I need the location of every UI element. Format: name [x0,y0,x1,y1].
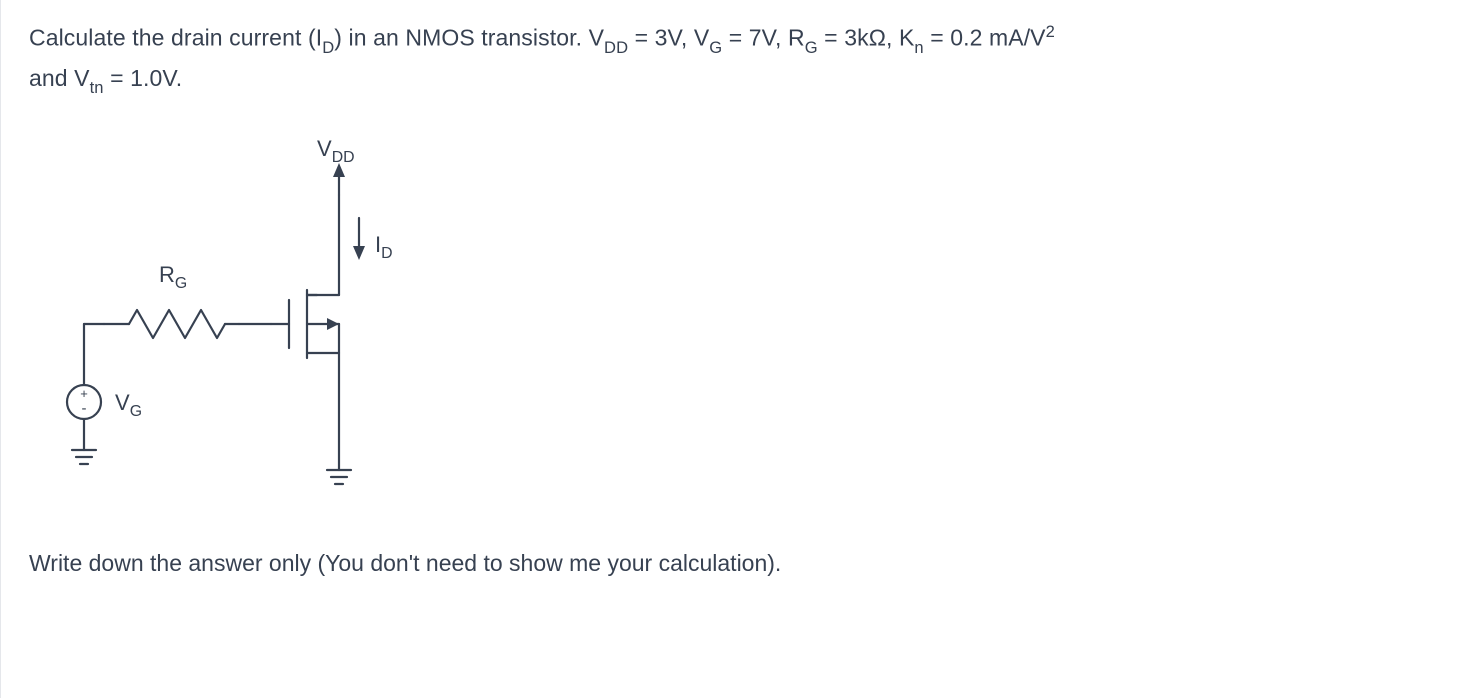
q-span: = 3V, V [628,25,709,51]
q-span: ) in an NMOS transistor. V [334,25,604,51]
q-sub-g: G [709,38,722,57]
label-id: ID [375,232,393,262]
svg-text:-: - [82,400,87,417]
lbl-sub: G [175,275,187,292]
q-span: Calculate the drain current (I [29,25,322,51]
lbl: R [159,262,175,287]
lbl-sub: G [130,403,142,420]
q-span: = 0.2 mA/V [924,25,1046,51]
q-span: = 3kΩ, K [818,25,915,51]
q-sub-d: D [322,38,334,57]
q-span: and V [29,65,90,91]
lbl-sub: DD [332,149,355,166]
label-vg: VG [115,390,142,420]
lbl-sub: D [381,245,392,262]
q-sub-tn: tn [90,78,104,97]
circuit-diagram: VDD ID RG VG [39,140,439,520]
page-root: Calculate the drain current (ID) in an N… [0,0,1470,698]
lbl: V [317,136,332,161]
q-sup-2: 2 [1046,22,1055,41]
q-sub-rg: G [805,38,818,57]
q-span: = 7V, R [722,25,804,51]
q-sub-dd: DD [604,38,628,57]
label-vdd: VDD [317,136,355,166]
lbl: V [115,390,130,415]
circuit-svg: + - [39,140,439,510]
instruction-text: Write down the answer only (You don't ne… [29,550,1442,577]
q-sub-kn: n [914,38,923,57]
label-rg: RG [159,262,187,292]
svg-text:+: + [80,386,88,401]
question-text: Calculate the drain current (ID) in an N… [29,18,1442,100]
q-span: = 1.0V. [104,65,183,91]
